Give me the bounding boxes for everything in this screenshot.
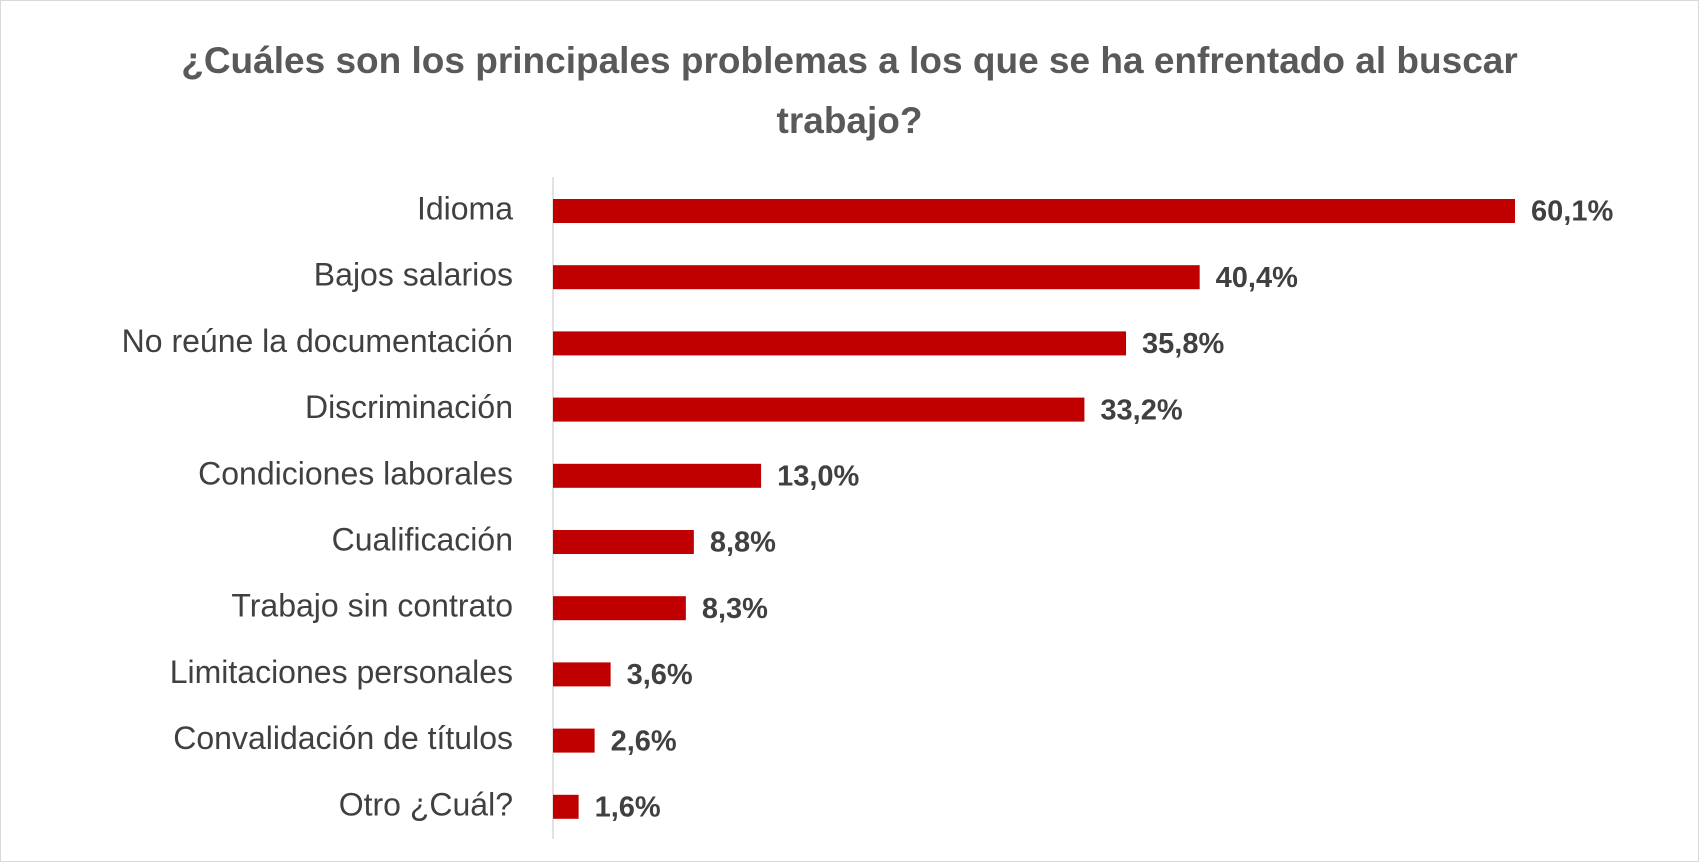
category-label: Condiciones laborales xyxy=(198,455,513,491)
bar xyxy=(553,530,694,554)
chart-title: ¿Cuáles son los principales problemas a … xyxy=(181,40,1518,141)
category-label: Otro ¿Cuál? xyxy=(339,786,513,822)
category-label: Discriminación xyxy=(305,389,513,425)
bar xyxy=(553,199,1515,223)
category-label: Trabajo sin contrato xyxy=(231,588,513,624)
value-label: 3,6% xyxy=(627,659,693,691)
value-label: 35,8% xyxy=(1142,328,1224,360)
value-label: 8,3% xyxy=(702,593,768,625)
category-label: Cualificación xyxy=(332,521,513,557)
category-label: Convalidación de títulos xyxy=(173,720,513,756)
value-label: 33,2% xyxy=(1100,394,1182,426)
value-label: 8,8% xyxy=(710,527,776,559)
bar xyxy=(553,662,611,687)
value-label: 60,1% xyxy=(1531,196,1613,228)
value-label: 2,6% xyxy=(611,725,677,757)
bar xyxy=(553,265,1200,290)
bar xyxy=(553,728,595,753)
bar xyxy=(553,463,762,488)
value-label: 40,4% xyxy=(1216,262,1298,294)
bar xyxy=(553,397,1085,422)
category-label: Limitaciones personales xyxy=(170,654,513,690)
category-label: Idioma xyxy=(417,190,513,226)
value-label: 13,0% xyxy=(777,460,859,492)
value-label: 1,6% xyxy=(595,791,661,823)
bar xyxy=(553,596,686,621)
category-label: Bajos salarios xyxy=(314,257,513,293)
bar xyxy=(553,794,579,819)
category-label: No reúne la documentación xyxy=(122,323,513,359)
bar xyxy=(553,331,1127,356)
